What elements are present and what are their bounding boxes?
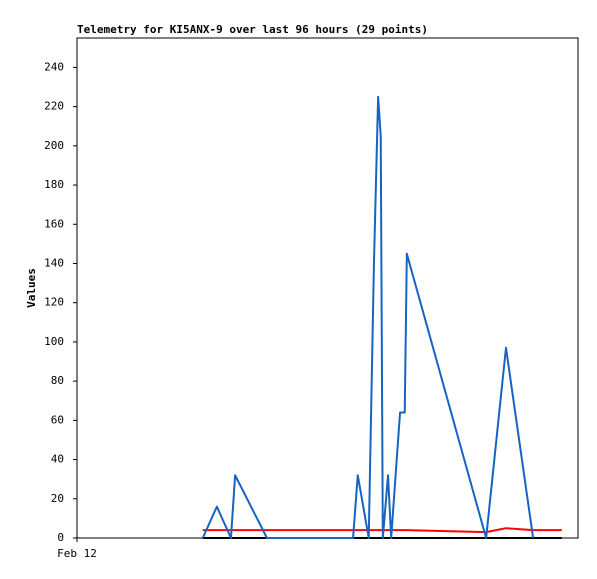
y-tick-label: 100 xyxy=(44,335,64,348)
y-tick-label: 240 xyxy=(44,60,64,73)
y-tick-label: 40 xyxy=(51,453,64,466)
y-tick-label: 60 xyxy=(51,413,64,426)
y-tick-label: 20 xyxy=(51,492,64,505)
y-tick-label: 120 xyxy=(44,296,64,309)
y-tick-label: 180 xyxy=(44,178,64,191)
chart-title: Telemetry for KI5ANX-9 over last 96 hour… xyxy=(77,23,428,36)
y-tick-label: 80 xyxy=(51,374,64,387)
x-tick-label: Feb 12 xyxy=(57,547,97,560)
y-axis-label: Values xyxy=(25,268,38,308)
y-tick-label: 220 xyxy=(44,100,64,113)
y-tick-label: 0 xyxy=(57,531,64,544)
y-tick-label: 200 xyxy=(44,139,64,152)
y-tick-label: 160 xyxy=(44,217,64,230)
series-line xyxy=(202,527,562,534)
series-line xyxy=(201,95,535,539)
y-tick-label: 140 xyxy=(44,256,64,269)
